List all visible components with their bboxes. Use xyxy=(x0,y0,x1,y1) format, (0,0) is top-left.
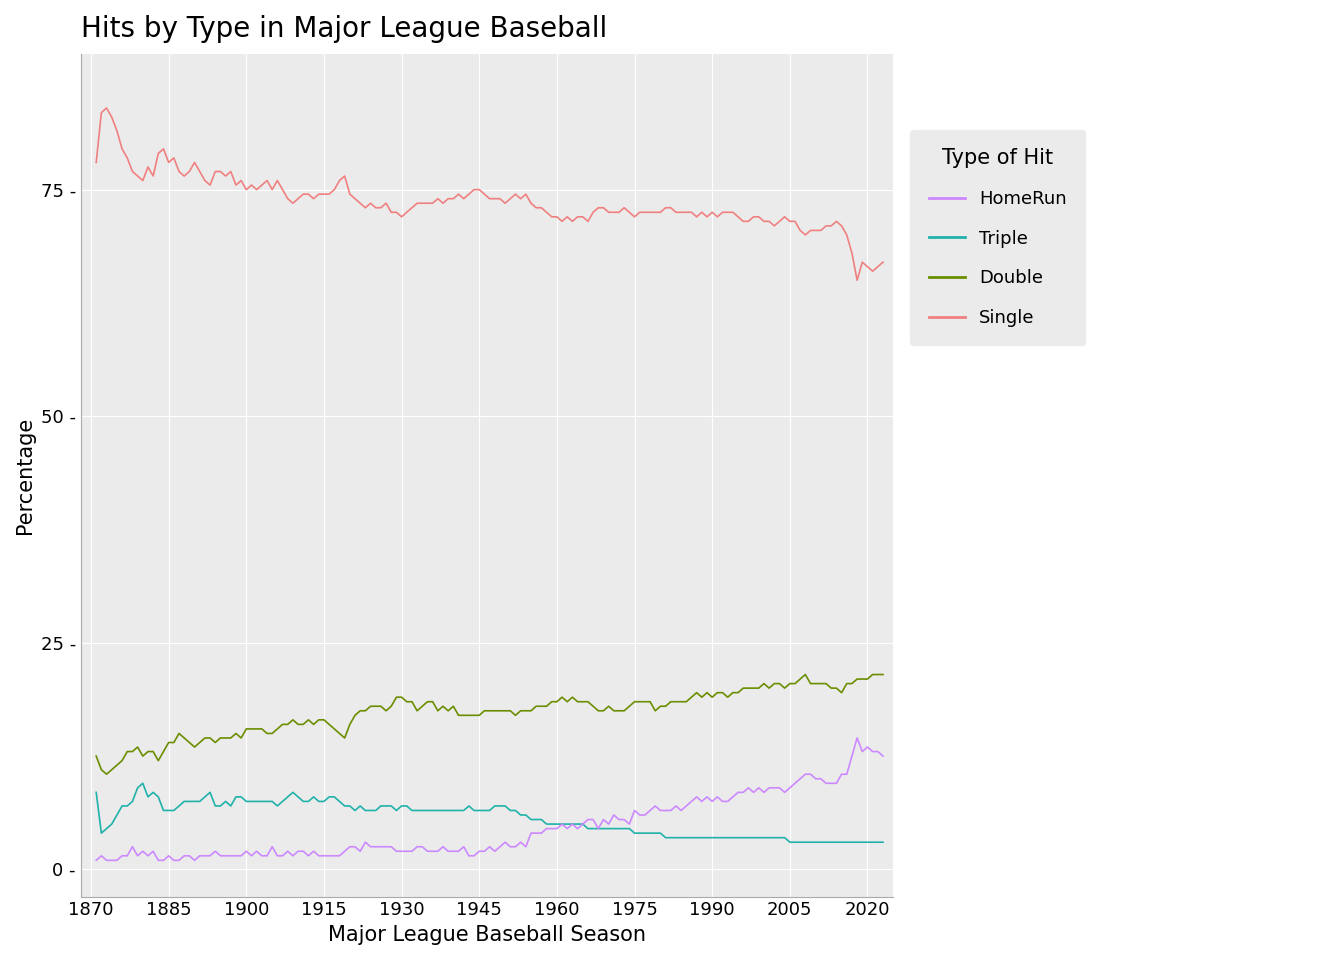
Line: HomeRun: HomeRun xyxy=(97,738,883,860)
Triple xyxy=(746,832,762,844)
Single xyxy=(648,206,664,218)
Triple xyxy=(782,836,798,848)
Single xyxy=(844,248,860,259)
Single xyxy=(145,170,161,181)
HomeRun xyxy=(192,850,208,861)
Line: Double: Double xyxy=(97,675,883,774)
Line: Triple: Triple xyxy=(97,783,883,842)
Single xyxy=(439,193,456,204)
HomeRun xyxy=(89,854,105,866)
Double xyxy=(98,768,114,780)
Double xyxy=(797,669,813,681)
X-axis label: Major League Baseball Season: Major League Baseball Season xyxy=(328,925,646,945)
Legend: HomeRun, Triple, Double, Single: HomeRun, Triple, Double, Single xyxy=(910,131,1085,345)
Triple xyxy=(648,828,664,839)
HomeRun xyxy=(875,751,891,762)
Single xyxy=(98,103,114,114)
Single xyxy=(196,175,212,186)
Double xyxy=(89,751,105,762)
HomeRun xyxy=(870,746,886,757)
Triple xyxy=(134,778,151,789)
HomeRun xyxy=(140,850,156,861)
HomeRun xyxy=(642,804,659,816)
Line: Single: Single xyxy=(97,108,883,280)
HomeRun xyxy=(435,841,452,852)
HomeRun xyxy=(741,782,757,794)
Y-axis label: Percentage: Percentage xyxy=(15,417,35,534)
Double xyxy=(145,746,161,757)
Text: Hits by Type in Major League Baseball: Hits by Type in Major League Baseball xyxy=(81,15,607,43)
HomeRun xyxy=(849,732,866,744)
Single xyxy=(746,211,762,223)
Double xyxy=(648,705,664,716)
Single xyxy=(89,156,105,168)
Triple xyxy=(89,786,105,798)
Double xyxy=(196,732,212,744)
Double xyxy=(875,669,891,681)
Triple xyxy=(849,836,866,848)
Triple xyxy=(875,836,891,848)
Double xyxy=(746,683,762,694)
Double xyxy=(849,673,866,684)
Single xyxy=(849,275,866,286)
Triple xyxy=(145,786,161,798)
Triple xyxy=(196,791,212,803)
Triple xyxy=(439,804,456,816)
Single xyxy=(875,256,891,268)
Double xyxy=(439,705,456,716)
